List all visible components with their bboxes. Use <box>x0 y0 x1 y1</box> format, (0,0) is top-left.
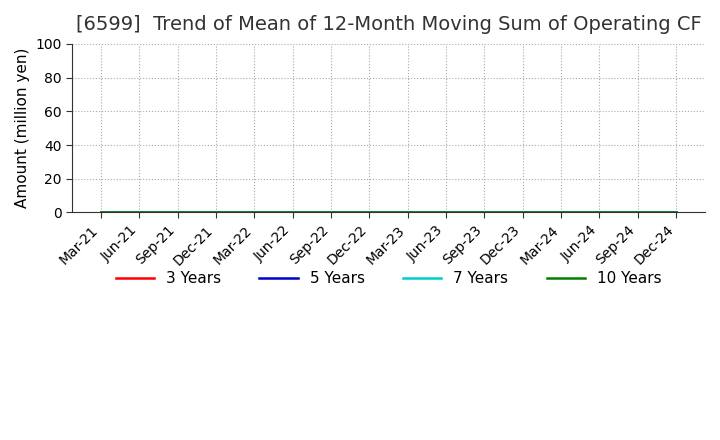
10 Years <box>480 210 489 215</box>
10 Years <box>365 210 374 215</box>
7 Years <box>672 210 680 215</box>
5 Years <box>518 210 527 215</box>
5 Years <box>289 210 297 215</box>
7 Years <box>135 210 144 215</box>
3 Years <box>403 210 412 215</box>
5 Years <box>403 210 412 215</box>
10 Years <box>327 210 336 215</box>
3 Years <box>96 210 105 215</box>
10 Years <box>672 210 680 215</box>
7 Years <box>212 210 220 215</box>
10 Years <box>135 210 144 215</box>
10 Years <box>212 210 220 215</box>
Title: [6599]  Trend of Mean of 12-Month Moving Sum of Operating CF: [6599] Trend of Mean of 12-Month Moving … <box>76 15 701 34</box>
5 Years <box>557 210 565 215</box>
7 Years <box>634 210 642 215</box>
10 Years <box>250 210 258 215</box>
5 Years <box>135 210 144 215</box>
5 Years <box>634 210 642 215</box>
3 Years <box>518 210 527 215</box>
7 Years <box>96 210 105 215</box>
5 Years <box>672 210 680 215</box>
5 Years <box>174 210 182 215</box>
3 Years <box>365 210 374 215</box>
10 Years <box>557 210 565 215</box>
5 Years <box>365 210 374 215</box>
7 Years <box>174 210 182 215</box>
3 Years <box>212 210 220 215</box>
3 Years <box>135 210 144 215</box>
3 Years <box>557 210 565 215</box>
3 Years <box>442 210 451 215</box>
7 Years <box>327 210 336 215</box>
7 Years <box>289 210 297 215</box>
7 Years <box>518 210 527 215</box>
7 Years <box>595 210 604 215</box>
5 Years <box>595 210 604 215</box>
7 Years <box>365 210 374 215</box>
7 Years <box>442 210 451 215</box>
7 Years <box>250 210 258 215</box>
5 Years <box>442 210 451 215</box>
10 Years <box>174 210 182 215</box>
10 Years <box>289 210 297 215</box>
3 Years <box>174 210 182 215</box>
10 Years <box>595 210 604 215</box>
5 Years <box>327 210 336 215</box>
Y-axis label: Amount (million yen): Amount (million yen) <box>15 48 30 209</box>
7 Years <box>480 210 489 215</box>
10 Years <box>96 210 105 215</box>
3 Years <box>672 210 680 215</box>
10 Years <box>518 210 527 215</box>
7 Years <box>403 210 412 215</box>
10 Years <box>442 210 451 215</box>
5 Years <box>480 210 489 215</box>
3 Years <box>327 210 336 215</box>
3 Years <box>480 210 489 215</box>
10 Years <box>403 210 412 215</box>
3 Years <box>595 210 604 215</box>
Legend: 3 Years, 5 Years, 7 Years, 10 Years: 3 Years, 5 Years, 7 Years, 10 Years <box>109 265 667 293</box>
3 Years <box>289 210 297 215</box>
3 Years <box>634 210 642 215</box>
5 Years <box>212 210 220 215</box>
10 Years <box>634 210 642 215</box>
3 Years <box>250 210 258 215</box>
5 Years <box>250 210 258 215</box>
5 Years <box>96 210 105 215</box>
7 Years <box>557 210 565 215</box>
